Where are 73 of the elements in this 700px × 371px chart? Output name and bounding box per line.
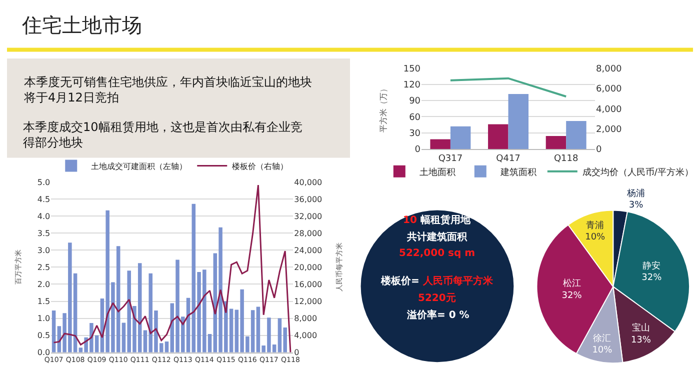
y-tick-label: 30 (409, 128, 421, 139)
legend-label: 土地成交可建面积（左轴） (91, 162, 188, 171)
text: 溢价率= 0 % (406, 309, 470, 321)
y2-tick-label: 8,000 (596, 64, 622, 74)
y-tick-label: 1.5 (37, 297, 50, 306)
y-tick-label: 0.0 (37, 348, 50, 358)
data-label: 13% (630, 335, 652, 346)
y2-tick-label: 40,000 (294, 178, 322, 187)
y-tick-label: 60 (409, 112, 421, 123)
y-tick-label: 0 (414, 145, 421, 156)
y2-tick-label: 8,000 (294, 314, 318, 324)
y2-tick-label: 20,000 (294, 263, 322, 272)
line-series (53, 184, 292, 352)
x-tick-label: Q417 (496, 154, 520, 164)
text: 共计建筑面积 (406, 231, 468, 243)
data-label: 3% (628, 200, 644, 211)
text: 住宅土地市场 (21, 13, 142, 37)
y-tick-label: 1.0 (37, 314, 50, 324)
bar (450, 126, 471, 149)
slice-label: 宝山 (632, 322, 650, 334)
y-tick-label: 90 (409, 96, 421, 107)
text: 10 (403, 215, 417, 226)
y-tick-label: 4.5 (37, 194, 50, 204)
y-tick-label: 2.0 (37, 280, 50, 290)
x-tick-label: Q317 (438, 154, 463, 164)
slice-label: 静安 (642, 260, 661, 272)
y-tick-label: 3.5 (37, 228, 50, 238)
slice-label: 杨浦 (626, 188, 645, 200)
y2-tick-label: 6,000 (596, 84, 622, 95)
text: 幅租赁用地 (420, 214, 472, 226)
slice-label: 徐汇 (593, 332, 612, 344)
y-tick-label: 3.0 (37, 246, 50, 255)
legend-label: 土地面积 (419, 166, 456, 178)
legend-label: 楼板价（右轴） (232, 162, 288, 171)
data-label: 32% (562, 290, 582, 301)
text: 本季度无可销售住宅地供应，年内首块临近宝山的地块将于4月12日竞拍 (23, 75, 312, 105)
text: 人民币每平方米 (422, 275, 494, 287)
bar (488, 124, 508, 149)
y-tick-label: 150 (403, 64, 421, 74)
x-tick-label: Q118 (554, 154, 578, 164)
y2-tick-label: 0 (596, 145, 602, 156)
data-label: 32% (642, 272, 662, 283)
bar (566, 120, 586, 149)
y2-tick-label: 32,000 (294, 212, 322, 221)
legend-label: 成交均价（人民币/平方米） (582, 166, 694, 178)
text: 楼板价= (380, 275, 420, 287)
y2-tick-label: 4,000 (294, 331, 318, 340)
data-label: 10% (592, 346, 613, 356)
y2-tick-label: 28,000 (294, 228, 322, 238)
slice-label: 松江 (562, 278, 581, 290)
data-label: 10% (585, 232, 606, 243)
bar (430, 139, 450, 149)
y2-tick-label: 16,000 (294, 280, 322, 290)
y-tick-label: 2.5 (37, 263, 50, 272)
y2-tick-label: 36,000 (294, 194, 322, 204)
y2-tick-label: 0 (294, 348, 300, 358)
legend-label: 建筑面积 (499, 166, 536, 178)
text: 522,000 sq m (399, 248, 476, 259)
y2-tick-label: 4,000 (596, 104, 622, 115)
y-tick-label: 0.5 (37, 331, 50, 340)
y2-tick-label: 24,000 (294, 246, 322, 255)
slice-label: 青浦 (586, 220, 604, 232)
text: 5220元 (418, 292, 456, 304)
y2-tick-label: 12,000 (294, 297, 322, 306)
y2-tick-label: 2,000 (596, 124, 622, 135)
bar (508, 94, 529, 149)
y-tick-label: 4.0 (37, 212, 50, 221)
text: 本季度成交10幅租赁用地，这也是首次由私有企业竞得部分地块 (23, 120, 302, 150)
bar (546, 136, 566, 149)
y-axis-title: 平方米（万） (379, 84, 388, 133)
y-tick-label: 120 (403, 80, 421, 91)
bar (52, 310, 56, 352)
y-tick-label: 5.0 (37, 178, 50, 187)
